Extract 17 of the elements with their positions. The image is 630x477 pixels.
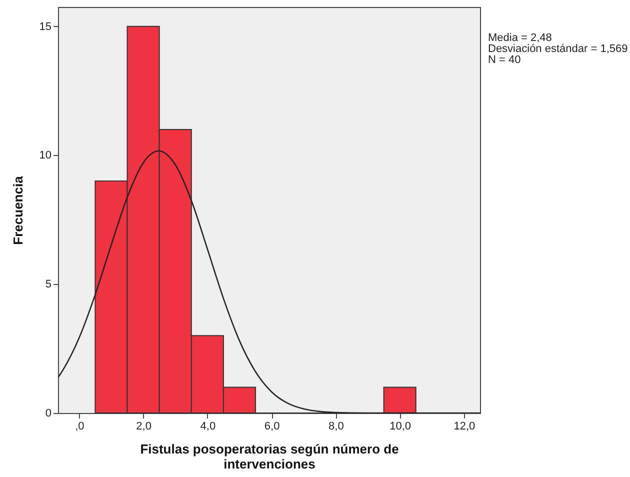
x-tick-label: 2,0: [136, 420, 152, 432]
y-tick-label: 15: [39, 20, 52, 33]
y-tick-label: 5: [45, 278, 52, 291]
text: N = 40: [488, 54, 521, 66]
x-axis-title: Fistulas posoperatorias según número de intervenciones: [140, 442, 399, 472]
x-tick-label: 6,0: [264, 420, 280, 432]
text: Media = 2,48: [488, 32, 552, 44]
x-tick-label: 12,0: [454, 420, 476, 432]
y-tick-label: 10: [39, 150, 52, 162]
x-tick-label: 4,0: [200, 420, 216, 432]
text: Desviación estándar = 1,569: [488, 43, 628, 55]
y-axis-title: Frecuencia: [10, 175, 26, 245]
y-tick-label: 0: [45, 408, 52, 420]
line-series: [58, 150, 480, 413]
x-tick-label: ,0: [75, 420, 84, 432]
x-tick-label: 8,0: [328, 420, 344, 432]
x-tick-label: 10,0: [390, 420, 412, 432]
